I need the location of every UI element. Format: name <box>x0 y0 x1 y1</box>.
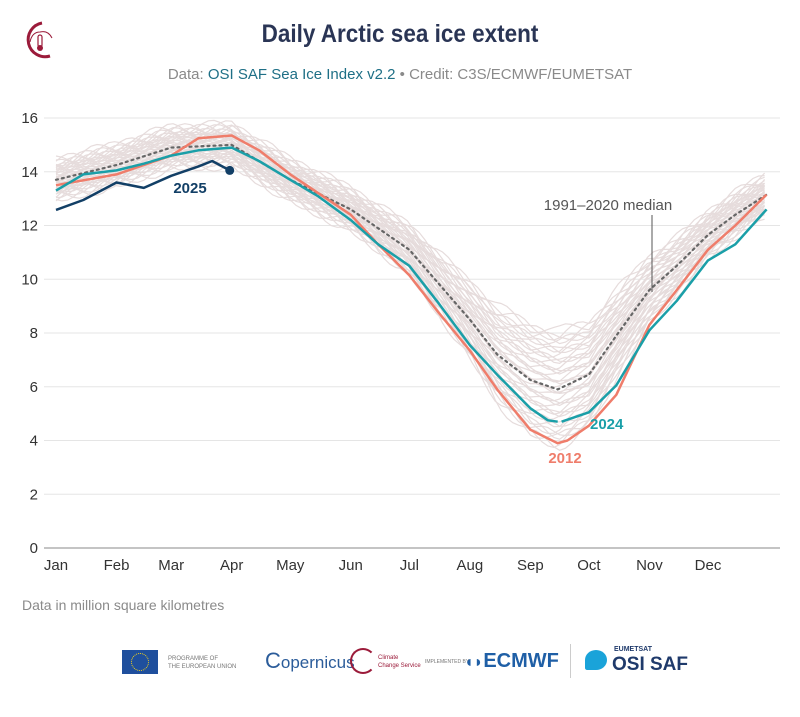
other-year-line <box>55 155 766 437</box>
data-source-link[interactable]: OSI SAF Sea Ice Index v2.2 <box>207 66 396 83</box>
implemented-by-label: IMPLEMENTED BY <box>425 659 470 665</box>
y-tick-label: 8 <box>30 325 38 342</box>
label-2012: 2012 <box>548 450 581 467</box>
series-2024-line <box>55 146 558 423</box>
y-tick-label: 14 <box>21 164 38 181</box>
osisaf-label: OSI SAF <box>612 654 689 675</box>
y-tick-label: 10 <box>21 271 38 288</box>
label-2025: 2025 <box>173 180 206 197</box>
x-tick-label: Jan <box>44 557 68 574</box>
other-year-line <box>55 119 765 334</box>
x-tick-label: Dec <box>695 557 722 574</box>
copernicus-logo: Copernicus <box>265 648 355 673</box>
y-tick-label: 6 <box>30 379 38 396</box>
label-2024: 2024 <box>590 416 624 433</box>
c3s-footer-logo <box>350 648 376 674</box>
y-tick-label: 4 <box>30 433 38 450</box>
other-year-line <box>55 120 765 341</box>
eu-flag-icon <box>122 650 158 674</box>
other-year-line <box>55 143 766 395</box>
x-tick-label: Aug <box>456 557 483 574</box>
series-2025-line <box>55 159 231 212</box>
c3s-label: Climate Change Service <box>378 655 421 669</box>
eumetsat-label: EUMETSAT <box>614 646 652 653</box>
median-line <box>54 143 768 391</box>
other-year-line <box>55 124 765 346</box>
chart-title: Daily Arctic sea ice extent <box>261 20 539 48</box>
y-tick-label: 0 <box>30 540 38 557</box>
subtitle-sep: • <box>395 66 410 83</box>
eu-label: PROGRAMME OF THE EUROPEAN UNION <box>168 656 237 670</box>
c3s-logo <box>20 20 60 65</box>
y-tick-label: 12 <box>21 218 38 235</box>
x-tick-label: Jul <box>400 557 419 574</box>
x-tick-label: May <box>276 557 305 574</box>
y-tick-label: 16 <box>21 110 38 127</box>
subtitle-prefix: Data: <box>167 66 208 83</box>
series-2025-endpoint <box>225 165 235 175</box>
other-year-line <box>55 123 766 342</box>
chart-subtitle: Data: OSI SAF Sea Ice Index v2.2 • Credi… <box>0 66 800 83</box>
footer-logos: PROGRAMME OF THE EUROPEAN UNION Copernicu… <box>0 640 800 685</box>
other-year-line <box>55 152 765 426</box>
label-median: 1991–2020 median <box>544 197 672 214</box>
series-2012-line <box>55 134 768 445</box>
x-tick-label: Mar <box>158 557 184 574</box>
other-year-line <box>55 136 766 372</box>
y-tick-label: 2 <box>30 486 38 503</box>
osisaf-drop-icon <box>585 650 607 670</box>
x-tick-label: Jun <box>339 557 363 574</box>
series-2024-line <box>561 208 768 423</box>
x-tick-label: Feb <box>104 557 130 574</box>
unit-note: Data in million square kilometres <box>22 597 225 613</box>
other-year-line <box>55 150 765 428</box>
subtitle-credit: Credit: C3S/ECMWF/EUMETSAT <box>409 66 633 83</box>
x-tick-label: Apr <box>220 557 243 574</box>
footer-divider <box>570 644 571 678</box>
other-year-line <box>55 152 766 427</box>
other-year-line <box>55 152 765 435</box>
ecmwf-logo: ◖◗ECMWF <box>464 650 559 672</box>
other-year-line <box>55 127 765 351</box>
x-tick-label: Sep <box>517 557 544 574</box>
x-tick-label: Oct <box>577 557 601 574</box>
x-tick-label: Nov <box>636 557 663 574</box>
other-year-line <box>55 132 765 363</box>
